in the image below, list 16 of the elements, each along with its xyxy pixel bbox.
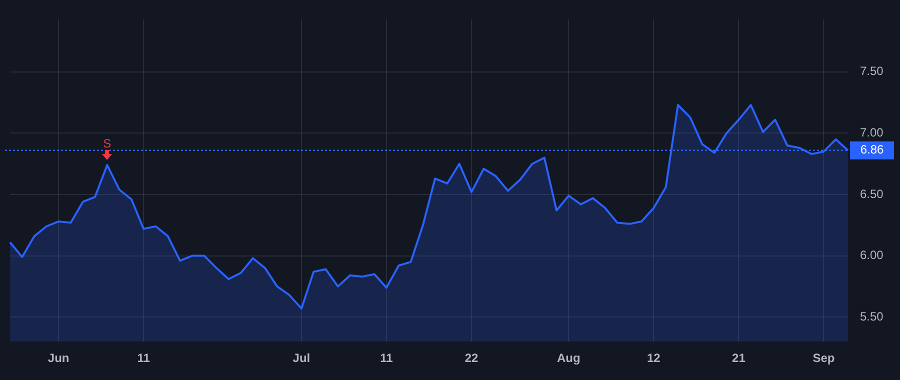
y-tick-label: 5.50: [860, 309, 884, 324]
x-tick-label: 21: [732, 351, 746, 366]
x-tick-label: Sep: [812, 351, 835, 366]
x-tick-label: 11: [380, 351, 394, 366]
ref-line-label: 6.86: [860, 142, 884, 157]
x-tick-label: 22: [464, 351, 478, 366]
x-tick-label: Jul: [292, 351, 310, 366]
x-tick-label: Aug: [557, 351, 580, 366]
y-tick-label: 7.00: [860, 126, 884, 140]
y-tick-label: 7.50: [860, 64, 884, 78]
y-tick-label: 6.50: [860, 186, 884, 201]
x-tick-label: 12: [647, 351, 661, 366]
y-tick-label: 6.00: [860, 248, 884, 262]
annotation: S: [103, 136, 112, 150]
x-tick-label: Jun: [48, 351, 70, 366]
x-tick-label: 11: [137, 351, 150, 366]
